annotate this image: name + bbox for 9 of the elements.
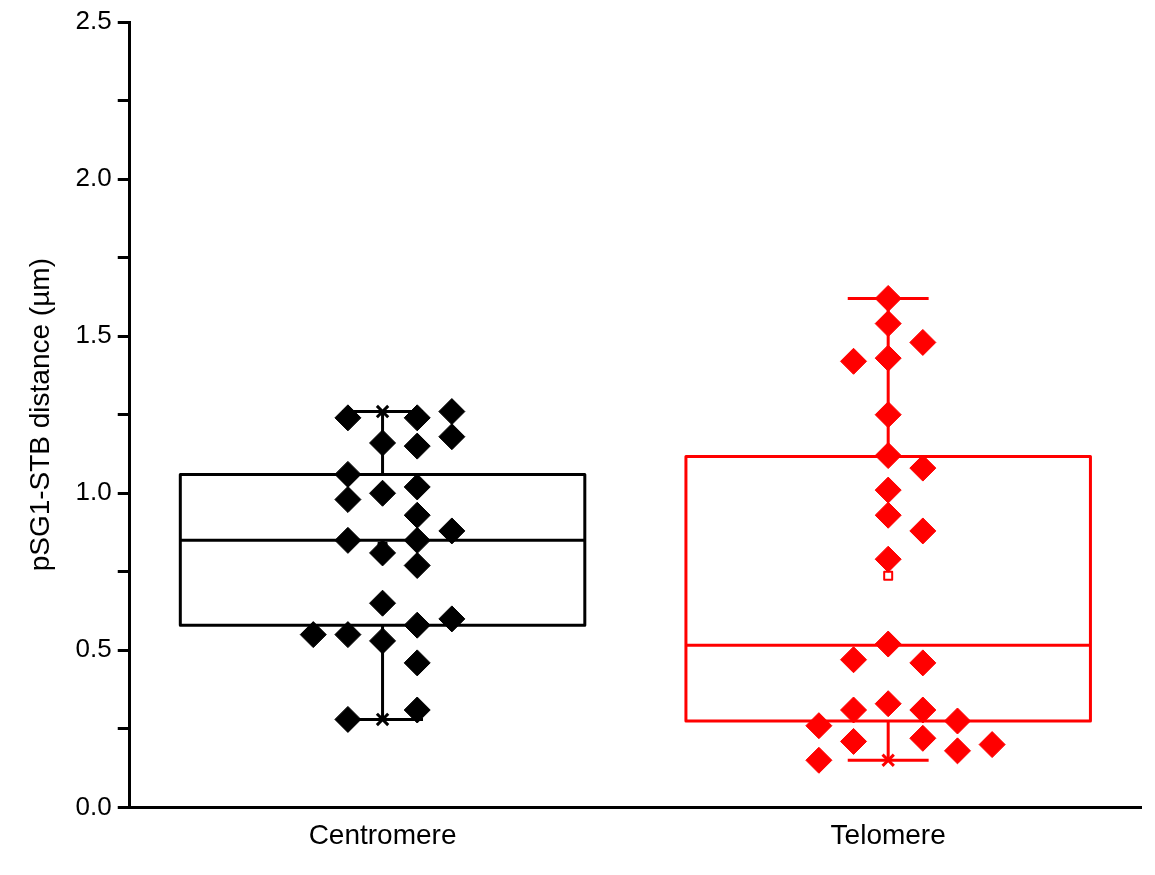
y-tick-label: 1.5 xyxy=(75,319,112,350)
y-tick-label: 0.0 xyxy=(75,790,112,821)
y-axis-title: pSG1-STB distance (µm) xyxy=(23,258,55,572)
y-tick-label: 2.5 xyxy=(75,5,112,36)
y-tick-label: 2.0 xyxy=(75,162,112,193)
y-tick-label: 1.0 xyxy=(75,476,112,507)
x-tick-label: Centromere xyxy=(308,818,457,850)
y-tick-label: 0.5 xyxy=(75,633,112,664)
x-tick-label: Telomere xyxy=(830,818,946,850)
